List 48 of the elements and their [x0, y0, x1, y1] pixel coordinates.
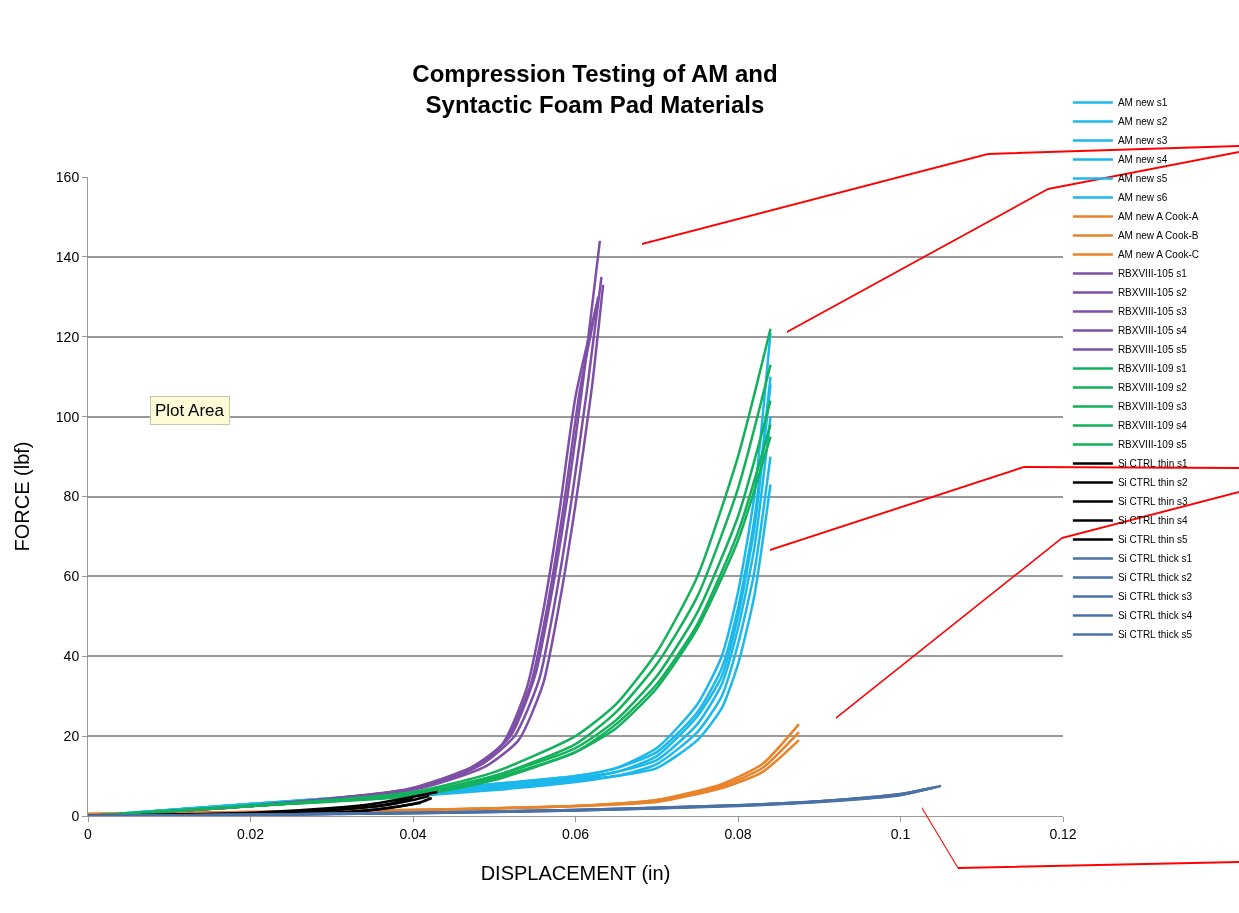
legend-label: Si CTRL thick s4 [1117, 610, 1193, 622]
y-tick-label: 160 [55, 168, 80, 185]
chart-title: Compression Testing of AM and Syntactic Foam Pad Materials [412, 60, 778, 119]
legend-label: AM new s6 [1117, 192, 1168, 204]
x-tick-label: 0.12 [1049, 825, 1077, 842]
y-tick-label: 20 [63, 728, 80, 745]
legend-label: RBXVIII-105 s4 [1117, 325, 1188, 337]
legend-label: Si CTRL thin s1 [1117, 458, 1188, 470]
legend-label: Si CTRL thick s3 [1117, 591, 1193, 603]
y-tick-label: 120 [55, 328, 80, 345]
legend-label: RBXVIII-109 s5 [1117, 439, 1188, 451]
legend-label: AM new s1 [1117, 97, 1168, 109]
y-tick-label: 40 [63, 648, 80, 665]
legend-label: AM new A Cook-A [1117, 211, 1199, 223]
x-tick-label: 0.1 [890, 825, 911, 842]
legend-label: AM new s3 [1117, 135, 1168, 147]
legend-label: Si CTRL thin s3 [1117, 496, 1188, 508]
y-axis-title: FORCE (lbf) [11, 441, 34, 552]
legend-label: Si CTRL thin s5 [1117, 534, 1188, 546]
legend-label: RBXVIII-105 s5 [1117, 344, 1188, 356]
x-tick-label: 0.04 [399, 825, 427, 842]
legend-label: RBXVIII-109 s1 [1117, 363, 1188, 375]
legend-label: AM new s4 [1117, 154, 1168, 166]
x-axis-title: DISPLACEMENT (in) [480, 862, 671, 885]
annotation: Plot Area [155, 401, 225, 420]
y-tick-label: 100 [55, 408, 80, 425]
y-tick-label: 80 [63, 488, 80, 505]
x-tick-label: 0 [84, 825, 93, 842]
x-tick-label: 0.08 [724, 825, 752, 842]
legend-label: Si CTRL thick s2 [1117, 572, 1193, 584]
legend-label: RBXVIII-105 s2 [1117, 287, 1188, 299]
legend-label: RBXVIII-109 s2 [1117, 382, 1188, 394]
y-tick-label: 60 [63, 568, 80, 585]
legend-label: Si CTRL thick s1 [1117, 553, 1193, 565]
x-tick-label: 0.06 [561, 825, 590, 842]
legend-label: RBXVIII-109 s3 [1117, 401, 1188, 413]
y-tick-label: 0 [71, 807, 80, 824]
y-tick-label: 140 [55, 248, 80, 265]
legend-label: Si CTRL thin s2 [1117, 477, 1188, 489]
legend-label: RBXVIII-105 s1 [1117, 268, 1188, 280]
legend-label: Si CTRL thick s5 [1117, 629, 1193, 641]
legend-label: AM new s2 [1117, 116, 1168, 128]
x-tick-label: 0.02 [236, 825, 265, 842]
legend-label: AM new s5 [1117, 173, 1168, 185]
legend-label: RBXVIII-109 s4 [1117, 420, 1188, 432]
legend-label: AM new A Cook-C [1117, 249, 1200, 261]
legend-label: RBXVIII-105 s3 [1117, 306, 1188, 318]
legend-label: AM new A Cook-B [1117, 230, 1199, 242]
